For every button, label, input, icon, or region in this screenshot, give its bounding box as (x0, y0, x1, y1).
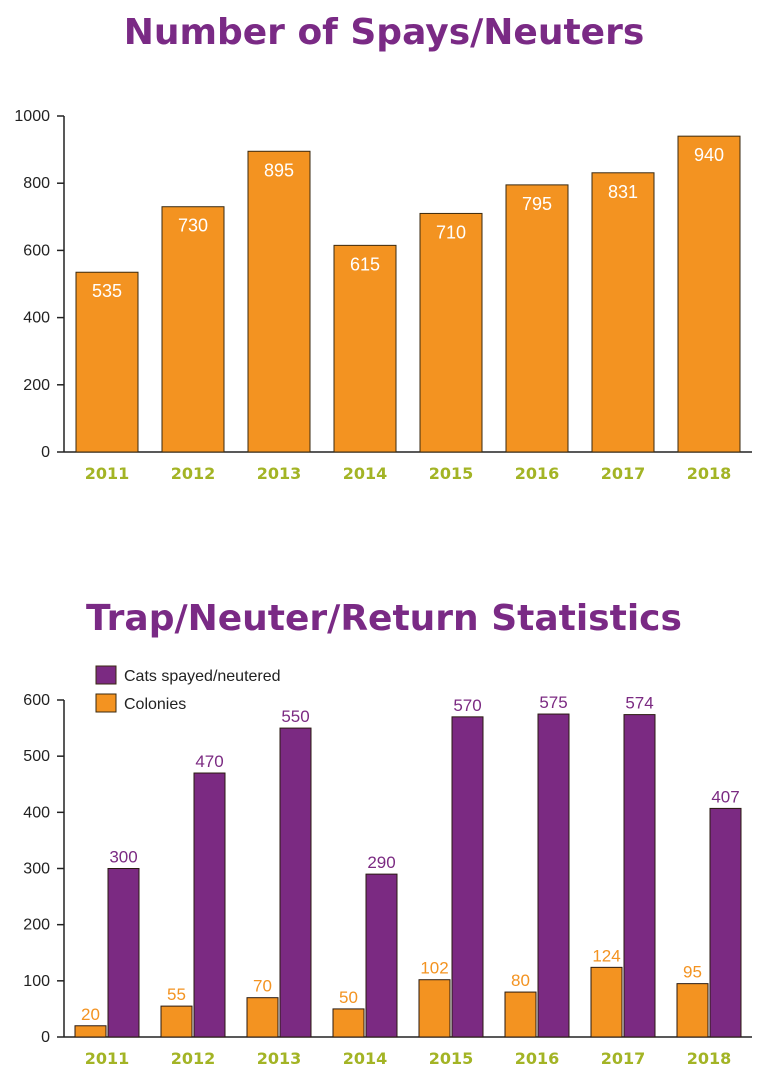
y-tick-label: 1000 (14, 108, 50, 125)
y-tick-label: 500 (23, 748, 50, 765)
bar (247, 150, 311, 453)
y-tick-label: 300 (23, 861, 50, 878)
bar-value-label: 575 (539, 693, 567, 712)
x-tick-label: 2016 (515, 464, 560, 483)
bar (677, 135, 741, 453)
bar (419, 212, 483, 453)
x-tick-label: 2014 (343, 464, 388, 483)
colonies-bar (504, 991, 537, 1038)
x-tick-label: 2015 (429, 464, 474, 483)
x-tick-label: 2013 (257, 464, 302, 483)
x-tick-label: 2014 (343, 1049, 388, 1068)
x-tick-label: 2017 (601, 1049, 646, 1068)
y-tick-label: 0 (41, 1029, 50, 1046)
cats-bar (709, 807, 742, 1038)
cats-bar (193, 772, 226, 1038)
bar (505, 184, 569, 453)
colonies-bar (246, 997, 279, 1038)
x-tick-label: 2015 (429, 1049, 474, 1068)
bar-value-label: 535 (92, 281, 122, 301)
y-tick-label: 400 (23, 310, 50, 327)
x-tick-label: 2013 (257, 1049, 302, 1068)
bar-value-label: 615 (350, 254, 380, 274)
bar-value-label: 470 (195, 752, 223, 771)
spay-neuter-chart: 0 200 400 600 800 1000 535 2011 730 2012 895 2013 61… (14, 108, 752, 483)
bar-value-label: 102 (420, 959, 448, 978)
bar-value-label: 895 (264, 160, 294, 180)
x-tick-label: 2018 (687, 464, 732, 483)
cats-bar (537, 713, 570, 1038)
x-tick-label: 2017 (601, 464, 646, 483)
y-tick-label: 100 (23, 973, 50, 990)
bar-value-label: 300 (109, 848, 137, 867)
bar (75, 271, 139, 453)
y-tick-label: 400 (23, 804, 50, 821)
legend-label: Cats spayed/neutered (124, 668, 281, 685)
bar (161, 206, 225, 453)
bar-value-label: 710 (436, 222, 466, 242)
chart2-title: Trap/Neuter/Return Statistics (86, 598, 682, 639)
y-tick-label: 800 (23, 175, 50, 192)
y-tick-label: 600 (23, 242, 50, 259)
cats-bar (365, 873, 398, 1038)
bar-value-label: 20 (81, 1005, 100, 1024)
bar-value-label: 831 (608, 182, 638, 202)
colonies-bar (74, 1025, 107, 1038)
colonies-bar (332, 1008, 365, 1038)
bar-value-label: 290 (367, 853, 395, 872)
y-tick-label: 200 (23, 377, 50, 394)
bar-value-label: 80 (511, 971, 530, 990)
colonies-bar (590, 966, 623, 1038)
cats-bar (107, 868, 140, 1038)
x-tick-label: 2011 (85, 464, 130, 483)
y-tick-label: 200 (23, 917, 50, 934)
colonies-bar (676, 983, 709, 1038)
bar-value-label: 795 (522, 194, 552, 214)
legend-swatch (95, 665, 117, 685)
bar-value-label: 940 (694, 145, 724, 165)
cats-bar (279, 727, 312, 1038)
chart1-title: Number of Spays/Neuters (123, 12, 645, 53)
bar-value-label: 730 (178, 216, 208, 236)
colonies-bar (160, 1005, 193, 1038)
bar-value-label: 574 (625, 694, 653, 713)
y-tick-label: 600 (23, 692, 50, 709)
x-tick-label: 2018 (687, 1049, 732, 1068)
bar-value-label: 407 (711, 787, 739, 806)
bar-value-label: 124 (592, 946, 620, 965)
legend-swatch (95, 693, 117, 713)
y-tick-label: 0 (41, 444, 50, 461)
x-tick-label: 2012 (171, 464, 216, 483)
bar-value-label: 50 (339, 988, 358, 1007)
bar-value-label: 70 (253, 977, 272, 996)
x-tick-label: 2012 (171, 1049, 216, 1068)
bar-value-label: 55 (167, 985, 186, 1004)
legend-label: Colonies (124, 696, 186, 713)
bar (591, 172, 655, 453)
bar-value-label: 570 (453, 696, 481, 715)
cats-bar (623, 714, 656, 1038)
colonies-bar (418, 979, 451, 1038)
bar-value-label: 550 (281, 707, 309, 726)
bar-value-label: 95 (683, 963, 702, 982)
bar (333, 244, 397, 453)
x-tick-label: 2016 (515, 1049, 560, 1068)
cats-bar (451, 716, 484, 1038)
x-tick-label: 2011 (85, 1049, 130, 1068)
